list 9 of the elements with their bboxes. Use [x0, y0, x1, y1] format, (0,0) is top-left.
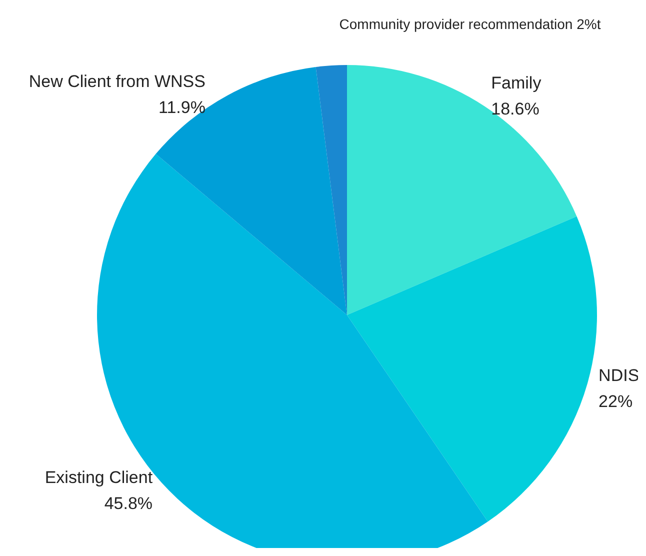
slice-label: Community provider recommendation 2%t — [339, 16, 601, 32]
data-label: 45.8% — [104, 494, 153, 514]
slice-label: Existing Client — [44, 468, 153, 488]
slice-label: Family — [491, 74, 542, 93]
slice-label: NDIS — [598, 366, 640, 385]
data-label: 11.9% — [158, 98, 206, 118]
data-label: 22% — [598, 392, 633, 411]
slice-label: New Client from WNSS — [28, 72, 206, 92]
data-label: 18.6% — [491, 100, 540, 119]
